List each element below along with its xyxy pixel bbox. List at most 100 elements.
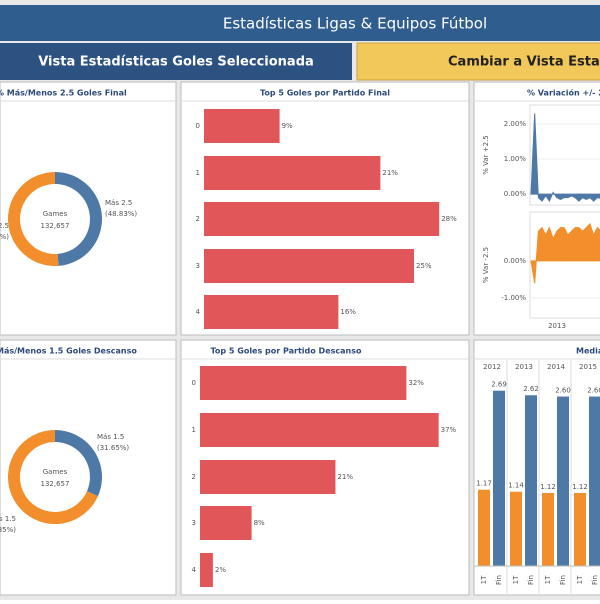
header-bar <box>0 5 600 41</box>
bar <box>542 493 554 566</box>
value-label: 2.69 <box>491 381 507 389</box>
donut-segment <box>7 172 59 266</box>
bar <box>493 390 505 566</box>
y-tick-label: 2.00% <box>504 120 527 128</box>
value-label: 37% <box>441 426 457 434</box>
panel-title: Top 5 Goles por Partido Descanso <box>211 347 362 356</box>
x-tick-label: Fin <box>591 575 599 585</box>
chart: Más/Menos 1.5 Goles Descanso Más 1.5 (31.6… <box>0 347 176 534</box>
value-label: 1.12 <box>540 483 556 491</box>
y-axis-label: % Var -2.5 <box>482 247 490 283</box>
bar <box>204 295 339 329</box>
button-selected[interactable] <box>0 43 352 80</box>
x-tick-label: Fin <box>495 575 503 585</box>
value-label: 2.60 <box>555 387 571 395</box>
area <box>530 113 600 203</box>
panel <box>473 81 600 336</box>
chart: Top 5 Goles por Partido Final 0 9% 1 21% 2 28%… <box>181 89 469 329</box>
bar <box>200 366 407 400</box>
panel-title: % Variación +/- 2.5 <box>527 88 600 98</box>
bar <box>200 413 439 447</box>
value-label: 32% <box>408 379 424 387</box>
center-label: Games <box>43 210 68 218</box>
center-value: 132,657 <box>41 222 70 230</box>
segment-value-label: (48.83%) <box>105 210 137 218</box>
category-label: 3 <box>196 262 200 270</box>
segment-label: Menos 1.5 <box>0 515 16 523</box>
panel-title: % Más/Menos 2.5 Goles Final <box>0 89 127 98</box>
group-label: 2012 <box>483 363 501 371</box>
header-title: Estadísticas Ligas & Equipos Fútbol <box>223 15 487 33</box>
value-label: 16% <box>340 308 356 316</box>
category-label: 0 <box>196 122 200 130</box>
y-tick-label: 0.00% <box>504 257 527 265</box>
panel-title: Más/Menos 1.5 Goles Descanso <box>0 347 137 356</box>
y-tick-label: -1.00% <box>501 294 526 302</box>
x-tick-label: 1T <box>544 575 552 584</box>
bar <box>204 249 414 283</box>
panel <box>0 81 177 336</box>
x-tick-label: Fin <box>527 575 535 585</box>
bar <box>574 493 586 566</box>
x-tick-label: 2013 <box>548 322 566 330</box>
x-tick-label: 1T <box>512 575 520 584</box>
category-label: 1 <box>196 169 200 177</box>
panel-title: Top 5 Goles por Partido Final <box>260 89 390 98</box>
value-label: 1.17 <box>476 480 492 488</box>
category-label: 2 <box>192 473 196 481</box>
value-label: 21% <box>382 169 398 177</box>
segment-label: Más 2.5 <box>105 199 132 207</box>
pane <box>529 104 600 206</box>
bar <box>589 396 600 566</box>
y-axis-label: % Var +2.5 <box>482 135 490 175</box>
bar <box>510 491 522 566</box>
value-label: 21% <box>337 473 353 481</box>
segment-value-label: (31.65%) <box>97 444 129 452</box>
value-label: 8% <box>254 519 265 527</box>
x-tick-label: 1T <box>480 575 488 584</box>
bar <box>204 202 440 236</box>
bar <box>204 109 280 143</box>
bar <box>478 489 490 566</box>
category-label: 1 <box>192 426 196 434</box>
bar <box>204 156 381 190</box>
segment-label: Más 1.5 <box>97 433 124 441</box>
value-label: 2.62 <box>523 385 539 393</box>
value-label: 9% <box>282 122 293 130</box>
group-label: 2013 <box>515 363 533 371</box>
area <box>530 222 600 284</box>
chart: Media 2012 1.17 1T 2.69 Fin 2013 1.14 1T 2.62 Fin 2… <box>474 347 600 595</box>
panel-title: Media <box>576 347 600 356</box>
chart: % Variación +/- 2.5 2.00% 1.00% 0.00% % Var … <box>474 88 600 330</box>
category-label: 0 <box>192 379 196 387</box>
bar <box>200 460 336 494</box>
chart: % Más/Menos 2.5 Goles Final Más 2.5 (48.83… <box>0 89 176 266</box>
y-tick-label: 1.00% <box>504 155 527 163</box>
x-tick-label: 1T <box>576 575 584 584</box>
button-label[interactable]: Cambiar a Vista Estadís <box>448 55 600 70</box>
value-label: 2% <box>215 566 226 574</box>
donut-segment <box>55 172 102 266</box>
value-label: 2.60 <box>587 387 600 395</box>
group-label: 2015 <box>579 363 597 371</box>
segment-value-label: (51.17%) <box>0 233 9 241</box>
category-label: 2 <box>196 215 200 223</box>
bar <box>200 553 213 587</box>
pane <box>529 211 600 319</box>
value-label: 1.12 <box>572 483 588 491</box>
center-label: Games <box>43 468 68 476</box>
value-label: 25% <box>416 262 432 270</box>
segment-value-label: (68.35%) <box>0 526 16 534</box>
donut-segment <box>55 430 102 497</box>
button-label[interactable]: Vista Estadísticas Goles Seleccionada <box>38 55 314 70</box>
value-label: 1.14 <box>508 482 524 490</box>
value-label: 28% <box>441 215 457 223</box>
bar <box>200 506 252 540</box>
x-tick-label: Fin <box>559 575 567 585</box>
category-label: 3 <box>192 519 196 527</box>
category-label: 4 <box>192 566 197 574</box>
panel <box>0 339 177 596</box>
button-switch[interactable] <box>356 42 600 81</box>
